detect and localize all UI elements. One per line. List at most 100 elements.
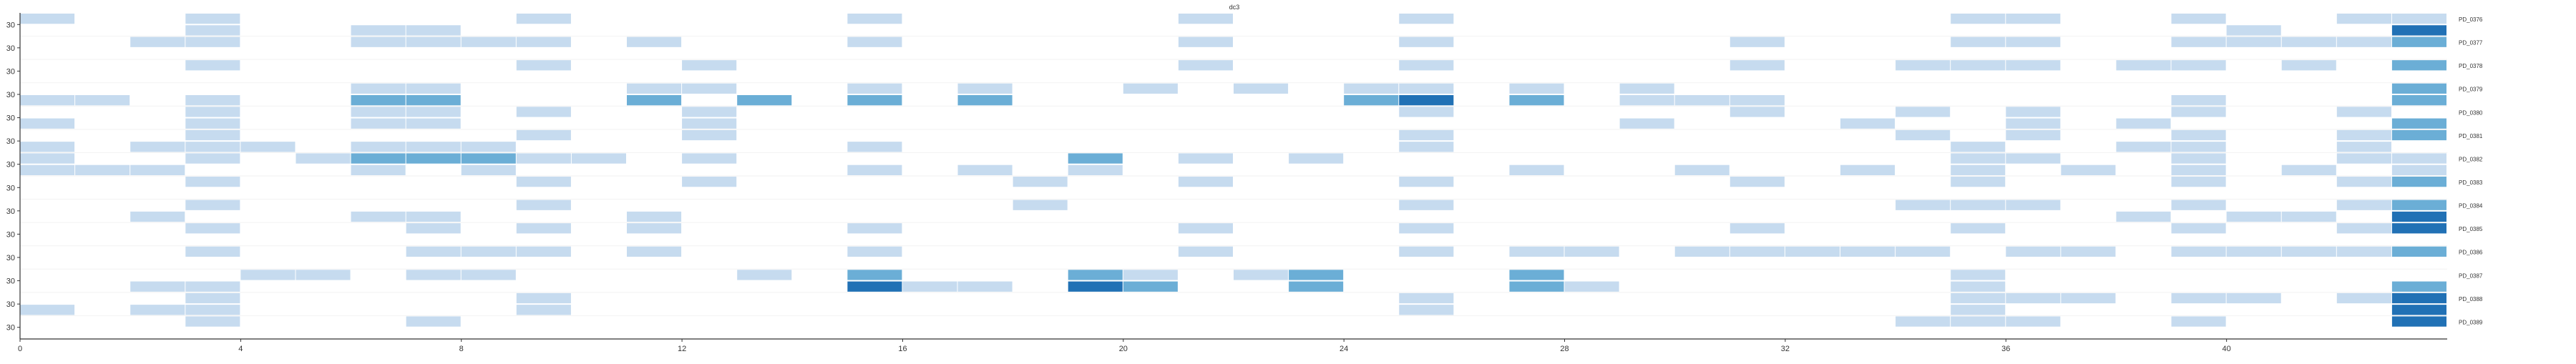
heatmap-cell	[957, 164, 1013, 175]
heatmap-cell	[2336, 129, 2391, 141]
heatmap-cell	[1178, 153, 1233, 164]
heatmap-cell	[461, 270, 516, 280]
heatmap-cell	[2171, 36, 2226, 47]
heatmap-cell	[1896, 129, 1951, 141]
row-label: PD_0379	[2459, 87, 2483, 93]
heatmap-cell	[406, 142, 461, 152]
heatmap-cell	[2061, 292, 2116, 304]
heatmap-cell	[627, 36, 682, 47]
heatmap-cell	[296, 270, 351, 280]
y-tick-label: 30	[6, 277, 15, 286]
heatmap-cell	[2171, 142, 2226, 152]
heatmap-cell	[351, 83, 406, 94]
heatmap-cell	[847, 164, 902, 175]
heatmap-cell	[1951, 177, 2006, 187]
x-tick-label: 28	[1560, 345, 1568, 353]
heatmap-cell	[351, 25, 406, 36]
heatmap-cell	[1178, 14, 1233, 24]
heatmap-cell	[130, 305, 185, 315]
heatmap-cell	[1729, 107, 1785, 117]
heatmap-cell	[1399, 129, 1454, 141]
heatmap-cell	[2336, 177, 2391, 187]
heatmap-cell	[461, 36, 516, 47]
y-tick-label: 30	[6, 137, 15, 146]
heatmap-cell	[461, 164, 516, 175]
heatmap-cell	[1068, 153, 1123, 164]
heatmap-cell	[351, 107, 406, 117]
heatmap-cell	[185, 305, 240, 315]
heatmap-cell	[2391, 211, 2446, 222]
heatmap-cell	[516, 153, 571, 164]
heatmap-cell	[2171, 246, 2226, 257]
heatmap-cell	[1178, 246, 1233, 257]
x-tick-label: 12	[678, 345, 686, 353]
heatmap-cell	[2336, 246, 2391, 257]
heatmap-cell	[2171, 129, 2226, 141]
heatmap-cell	[1951, 292, 2006, 304]
heatmap-cell	[2336, 36, 2391, 47]
heatmap-cell	[2281, 36, 2336, 47]
heatmap-cell	[957, 83, 1013, 94]
heatmap-cell	[2061, 164, 2116, 175]
heatmap-cell	[682, 129, 737, 141]
heatmap-cell	[516, 60, 571, 71]
heatmap-cell	[185, 129, 240, 141]
heatmap-cell	[957, 95, 1013, 106]
heatmap-cell	[516, 292, 571, 304]
heatmap-cell	[1013, 177, 1068, 187]
heatmap-cells	[20, 14, 2446, 327]
heatmap-cell	[516, 305, 571, 315]
heatmap-cell	[461, 246, 516, 257]
heatmap-cell	[75, 164, 130, 175]
heatmap-cell	[185, 316, 240, 327]
heatmap-cell	[185, 95, 240, 106]
x-tick-label: 16	[898, 345, 907, 353]
heatmap-cell	[2006, 107, 2061, 117]
heatmap-cell	[847, 83, 902, 94]
heatmap-cell	[130, 164, 185, 175]
heatmap-cell	[1509, 281, 1564, 292]
heatmap-cell	[1509, 164, 1564, 175]
heatmap-cell	[2006, 118, 2061, 129]
heatmap-cell	[847, 246, 902, 257]
heatmap-cell	[1123, 281, 1178, 292]
row-label: PD_0376	[2459, 16, 2483, 23]
heatmap-cell	[20, 95, 75, 106]
heatmap-cell	[1013, 200, 1068, 210]
heatmap-cell	[2116, 142, 2171, 152]
heatmap-cell	[406, 118, 461, 129]
heatmap-cell	[2006, 129, 2061, 141]
heatmap-cell	[1840, 246, 1896, 257]
y-tick-label: 30	[6, 230, 15, 239]
heatmap-cell	[406, 107, 461, 117]
row-labels: PD_0376 PD_0377 PD_0378 PD_0379 PD_0380 PD_03…	[2459, 16, 2483, 325]
heatmap-cell	[627, 246, 682, 257]
x-tick-label: 36	[2001, 345, 2010, 353]
axes	[19, 13, 2447, 340]
heatmap-cell	[627, 95, 682, 106]
heatmap-cell	[516, 14, 571, 24]
heatmap-cell	[20, 142, 75, 152]
heatmap-cell	[185, 200, 240, 210]
heatmap-cell	[2006, 316, 2061, 327]
heatmap-cell	[351, 164, 406, 175]
heatmap-cell	[1619, 95, 1674, 106]
heatmap-cell	[2171, 177, 2226, 187]
heatmap-cell	[847, 270, 902, 280]
heatmap-cell	[1399, 95, 1454, 106]
heatmap-cell	[1399, 60, 1454, 71]
heatmap-cell	[1068, 164, 1123, 175]
heatmap-cell	[461, 153, 516, 164]
heatmap-cell	[185, 153, 240, 164]
heatmap-cell	[1729, 223, 1785, 234]
heatmap-cell	[516, 177, 571, 187]
heatmap-cell	[627, 211, 682, 222]
heatmap-cell	[1951, 14, 2006, 24]
heatmap-cell	[185, 223, 240, 234]
heatmap-cell	[1399, 200, 1454, 210]
y-tick-label: 30	[6, 114, 15, 123]
heatmap-cell	[1564, 246, 1619, 257]
heatmap-cell	[1344, 95, 1399, 106]
heatmap-cell	[1399, 107, 1454, 117]
heatmap-cell	[20, 164, 75, 175]
